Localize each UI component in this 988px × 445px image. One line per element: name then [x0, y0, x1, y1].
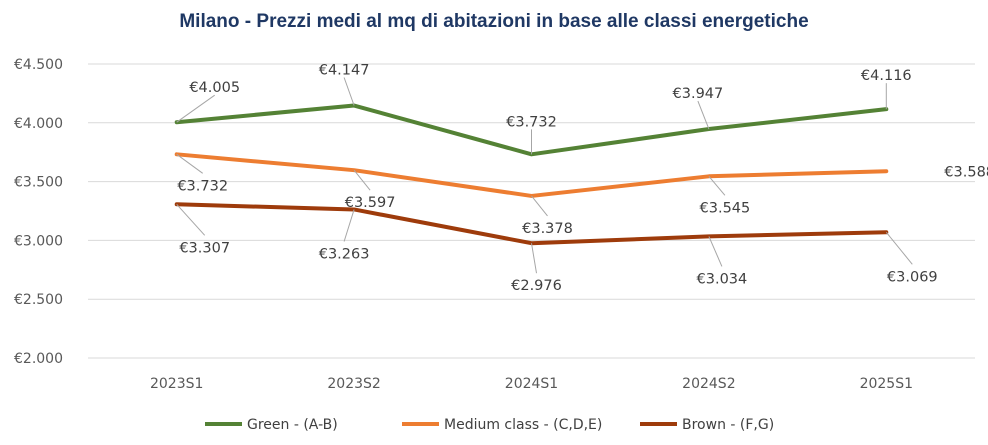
data-label: €3.545 [700, 200, 751, 216]
x-tick-label: 2023S2 [327, 376, 380, 392]
chart-title: Milano - Prezzi medi al mq di abitazioni… [179, 11, 808, 32]
data-labels: €4.005 €4.147 €3.732 €3.947 €4.116 €3.732 €3.5… [176, 63, 988, 294]
legend-label: Brown - (F,G) [682, 417, 774, 433]
leader-line [708, 236, 723, 267]
data-label: €4.147 [319, 63, 370, 79]
y-tick-label: €4.500 [14, 57, 63, 73]
data-label: €3.588 [944, 164, 988, 180]
y-tick-label: €4.000 [14, 116, 63, 132]
x-tick-label: 2024S1 [505, 376, 558, 392]
leader-line [531, 195, 548, 217]
leader-line [697, 100, 710, 130]
data-label: €3.732 [177, 178, 228, 194]
data-label: €3.069 [887, 269, 938, 285]
leader-line [531, 243, 537, 274]
legend-label: Green - (A-B) [247, 417, 338, 433]
x-axis-ticks: 2023S1 2023S2 2024S1 2024S2 2025S1 [150, 376, 913, 392]
y-tick-label: €3.000 [14, 233, 63, 249]
leader-line [343, 77, 355, 106]
x-tick-label: 2025S1 [860, 376, 913, 392]
leader-line [353, 169, 371, 191]
data-label: €2.976 [511, 278, 562, 294]
data-label: €3.034 [697, 271, 748, 287]
x-tick-label: 2023S1 [150, 376, 203, 392]
data-label: €3.597 [345, 195, 396, 211]
data-label: €4.116 [861, 68, 912, 84]
data-label: €3.732 [506, 114, 557, 130]
legend: Green - (A-B) Medium class - (C,D,E) Brown… [205, 417, 774, 433]
leader-line [176, 203, 206, 236]
y-tick-label: €2.500 [14, 292, 63, 308]
legend-label: Medium class - (C,D,E) [444, 417, 602, 433]
leader-line [885, 231, 913, 265]
x-tick-label: 2024S2 [682, 376, 735, 392]
leader-line [176, 153, 203, 174]
y-axis-ticks: €2.000 €2.500 €3.000 €3.500 €4.000 €4.500 [14, 57, 63, 367]
leader-line [176, 94, 215, 123]
leader-line [343, 209, 355, 242]
data-label: €3.307 [179, 240, 230, 256]
y-tick-label: €3.500 [14, 175, 63, 191]
data-label: €4.005 [189, 80, 240, 96]
leader-line [708, 175, 726, 196]
y-tick-label: €2.000 [14, 351, 63, 367]
data-label: €3.263 [319, 246, 370, 262]
data-label: €3.947 [673, 86, 724, 102]
grid [88, 63, 975, 359]
series-line [174, 152, 889, 198]
data-label: €3.378 [522, 221, 573, 237]
